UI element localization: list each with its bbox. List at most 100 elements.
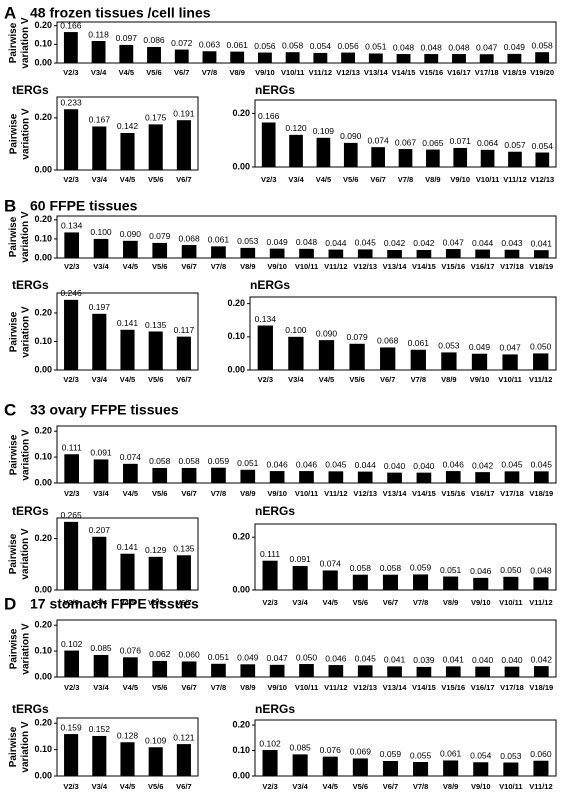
x-tick-label: V5/6 bbox=[148, 598, 163, 607]
value-label: 0.191 bbox=[173, 108, 195, 118]
y-tick-label: 0.00 bbox=[232, 584, 250, 594]
value-label: 0.042 bbox=[413, 238, 435, 248]
value-label: 0.061 bbox=[408, 338, 430, 348]
x-tick-label: V2/3 bbox=[63, 375, 78, 384]
bar bbox=[357, 665, 373, 677]
x-tick-label: V2/3 bbox=[258, 375, 273, 384]
value-label: 0.121 bbox=[173, 732, 195, 742]
bar bbox=[285, 52, 300, 63]
bar bbox=[257, 52, 272, 63]
value-label: 0.047 bbox=[443, 237, 465, 247]
bar bbox=[148, 124, 163, 170]
bar bbox=[387, 472, 402, 483]
value-label: 0.060 bbox=[530, 749, 552, 759]
bar bbox=[292, 565, 308, 590]
value-label: 0.063 bbox=[199, 40, 221, 50]
x-tick-label: V12/13 bbox=[336, 68, 360, 77]
bar bbox=[152, 660, 168, 677]
value-label: 0.057 bbox=[504, 140, 526, 150]
x-tick-label: V13/14 bbox=[364, 68, 389, 77]
bar bbox=[119, 44, 134, 63]
value-label: 0.074 bbox=[367, 135, 389, 145]
value-label: 0.047 bbox=[267, 653, 289, 663]
value-label: 0.058 bbox=[531, 40, 553, 50]
bar bbox=[152, 242, 168, 258]
value-label: 0.058 bbox=[282, 40, 304, 50]
bar bbox=[387, 249, 402, 258]
x-tick-label: V19/20 bbox=[530, 68, 554, 77]
bar bbox=[452, 54, 466, 63]
bar bbox=[371, 147, 385, 167]
value-label: 0.039 bbox=[413, 655, 435, 665]
x-tick-label: V2/3 bbox=[262, 598, 277, 607]
x-tick-label: V2/3 bbox=[64, 489, 79, 498]
x-tick-label: V14/15 bbox=[412, 683, 436, 692]
y-tick-label: 0.20 bbox=[34, 426, 52, 436]
y-axis-label: Pairwise variation V bbox=[8, 528, 31, 580]
x-tick-label: V11/12 bbox=[503, 175, 526, 184]
panel-label: B bbox=[4, 196, 16, 215]
bar bbox=[368, 53, 383, 63]
bar bbox=[262, 750, 278, 776]
bar bbox=[413, 574, 429, 590]
bar bbox=[443, 760, 459, 776]
y-tick-label: 0.10 bbox=[34, 336, 52, 346]
value-label: 0.047 bbox=[476, 42, 498, 52]
x-tick-label: V17/18 bbox=[500, 683, 524, 692]
y-tick-label: 0.00 bbox=[232, 161, 250, 171]
value-label: 0.166 bbox=[258, 111, 280, 121]
x-tick-label: V10/11 bbox=[295, 262, 318, 271]
value-label: 0.117 bbox=[174, 325, 195, 335]
x-tick-label: V12/13 bbox=[353, 683, 377, 692]
x-tick-label: V18/19 bbox=[529, 683, 553, 692]
x-tick-label: V4/5 bbox=[120, 782, 135, 791]
bar bbox=[176, 555, 191, 590]
y-axis-label: Pairwise variation V bbox=[8, 305, 31, 358]
bar bbox=[148, 556, 163, 590]
value-label: 0.060 bbox=[178, 650, 200, 660]
y-tick-label: 0.20 bbox=[227, 298, 245, 308]
bar bbox=[262, 560, 278, 590]
x-tick-label: V18/19 bbox=[529, 489, 553, 498]
y-tick-label: 0.10 bbox=[34, 451, 52, 461]
y-tick-label: 0.20 bbox=[34, 112, 52, 122]
value-label: 0.061 bbox=[440, 749, 462, 759]
value-label: 0.050 bbox=[500, 565, 522, 575]
chart-title: tERGs bbox=[12, 278, 49, 292]
x-tick-label: V9/10 bbox=[255, 68, 275, 77]
bar bbox=[93, 459, 109, 483]
value-label: 0.041 bbox=[531, 238, 553, 248]
x-tick-label: V4/5 bbox=[123, 489, 138, 498]
bar bbox=[535, 152, 550, 167]
bar bbox=[508, 151, 522, 167]
value-label: 0.049 bbox=[267, 237, 289, 247]
x-tick-label: V8/9 bbox=[229, 68, 244, 77]
value-label: 0.068 bbox=[178, 233, 200, 243]
x-tick-label: V3/4 bbox=[92, 598, 108, 607]
value-label: 0.048 bbox=[421, 42, 443, 52]
x-tick-label: V9/10 bbox=[450, 175, 470, 184]
value-label: 0.045 bbox=[355, 238, 377, 248]
x-tick-label: V9/10 bbox=[267, 262, 287, 271]
panel-label: A bbox=[4, 3, 16, 22]
x-tick-label: V7/8 bbox=[211, 262, 226, 271]
x-tick-label: V3/4 bbox=[288, 175, 304, 184]
bar bbox=[123, 657, 138, 677]
value-label: 0.091 bbox=[90, 448, 112, 458]
value-label: 0.109 bbox=[145, 736, 167, 746]
x-tick-label: V9/10 bbox=[470, 375, 490, 384]
x-tick-label: V6/7 bbox=[380, 375, 395, 384]
chart-title: nERGs bbox=[255, 504, 295, 518]
value-label: 0.097 bbox=[116, 33, 138, 43]
x-tick-label: V2/3 bbox=[63, 598, 78, 607]
bar bbox=[322, 756, 338, 776]
value-label: 0.076 bbox=[120, 646, 142, 656]
value-label: 0.102 bbox=[61, 639, 83, 649]
bar bbox=[471, 353, 488, 370]
x-tick-label: V2/3 bbox=[64, 262, 79, 271]
y-tick-label: 0.20 bbox=[34, 214, 52, 224]
value-label: 0.046 bbox=[267, 459, 289, 469]
x-tick-label: V10/11 bbox=[498, 375, 521, 384]
value-label: 0.109 bbox=[313, 126, 335, 136]
